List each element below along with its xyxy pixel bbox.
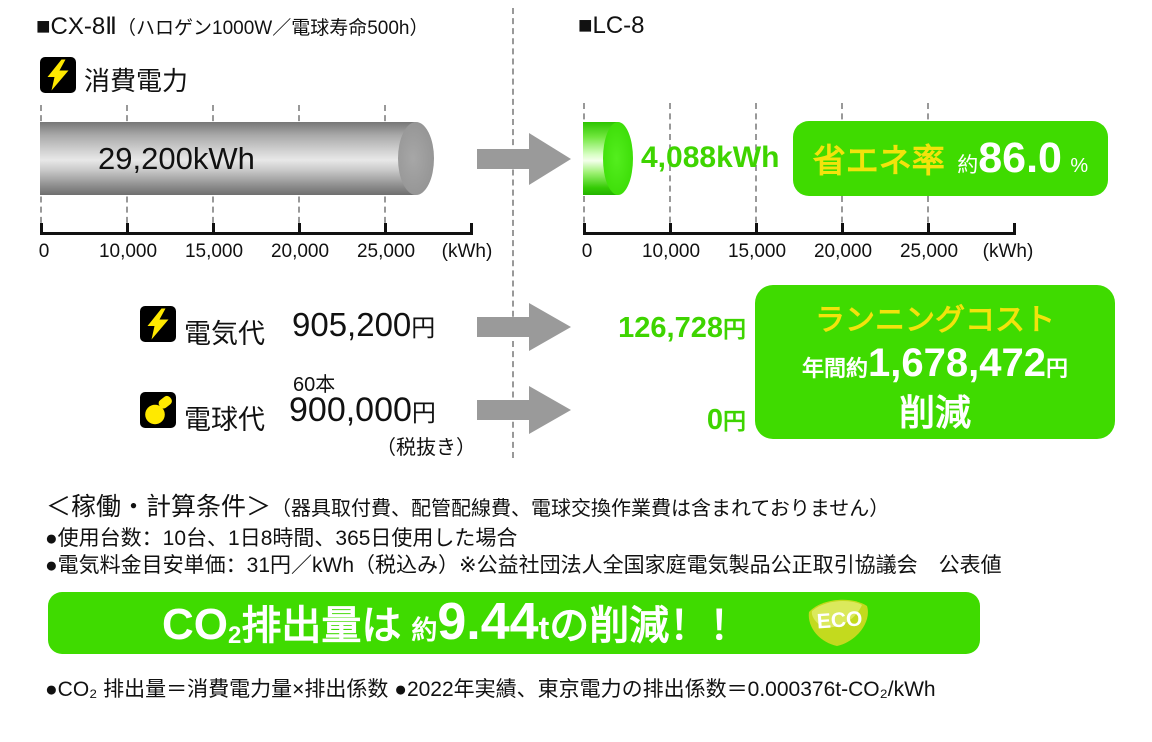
left-x-axis	[40, 232, 473, 235]
yen-unit: 円	[411, 400, 436, 427]
amount: 0	[706, 404, 723, 436]
led-consumption-value: 4,088kWh	[641, 141, 780, 174]
bar-body	[40, 122, 416, 195]
section-divider-dashed-line	[512, 8, 514, 458]
axis-tick-label: 0	[581, 241, 593, 262]
electricity-cost-after: 126,728円	[588, 310, 746, 345]
axis-unit-label: (kWh)	[982, 241, 1034, 262]
lightning-icon	[140, 306, 176, 342]
conditions-item-usage: ●使用台数：10台、1日8時間、365日使用した場合	[45, 527, 518, 550]
conditions-heading-line: ＜稼働・計算条件＞（器具取付費、配管配線費、電球交換作業費は含まれておりません）	[46, 487, 889, 523]
reduction-label: 削減	[898, 392, 971, 433]
saving-rate-label: 省エネ率	[812, 142, 945, 179]
running-cost-savings-box: ランニングコスト 年間約1,678,472円 削減	[755, 285, 1115, 439]
bar-end-cap	[398, 122, 434, 195]
bulb-cost-after: 0円	[588, 402, 746, 437]
halogen-consumption-value: 29,200kWh	[98, 141, 255, 176]
arrow-right-icon	[477, 301, 571, 358]
power-consumption-label: 消費電力	[84, 66, 189, 96]
right-product-header: ■LC-8	[578, 12, 645, 39]
conditions-item-rate: ●電気料金目安単価：31円／kWh（税込み）※公益社団法人全国家庭電気製品公正取…	[45, 554, 1002, 577]
yen-unit: 円	[723, 408, 746, 434]
yen-unit: 円	[411, 315, 436, 342]
halogen-consumption-bar: 29,200kWh	[40, 122, 440, 195]
tick	[669, 223, 672, 232]
left-product-header: ■CX-8Ⅱ（ハロゲン1000W／電球寿命500h）	[36, 12, 428, 41]
amount: 126,728	[618, 312, 723, 344]
tick	[298, 223, 301, 232]
bulb-cost-label: 電球代	[184, 405, 265, 435]
axis-tick-label: 0	[38, 241, 50, 262]
gridline	[755, 103, 757, 233]
tick	[40, 223, 43, 232]
conditions-heading-note: （器具取付費、配管配線費、電球交換作業費は含まれておりません）	[271, 498, 890, 520]
co2-banner-text: CO2排出量は 約9.44tの削減！！	[162, 592, 749, 654]
tick	[927, 223, 930, 232]
axis-tick-label: 20,000	[813, 241, 873, 262]
bulb-quantity: 60本	[293, 374, 336, 396]
axis-tick-label: 25,000	[356, 241, 416, 262]
gridline	[669, 103, 671, 233]
axis-tick-label: 20,000	[270, 241, 330, 262]
axis-tick-label: 15,000	[727, 241, 787, 262]
electricity-cost-label: 電気代	[184, 319, 265, 349]
saving-amount: 1,678,472	[868, 341, 1046, 385]
tick	[1013, 223, 1016, 232]
running-cost-title: ランニングコスト	[815, 304, 1055, 337]
tick	[583, 223, 586, 232]
eco-label: ECO	[816, 607, 863, 633]
tick	[384, 223, 387, 232]
percent-unit: %	[1070, 155, 1089, 177]
light-bulb-icon	[140, 392, 176, 428]
amount: 900,000	[289, 391, 412, 429]
annual-approx-prefix: 年間約	[802, 356, 869, 381]
bulb-cost-before: 900,000円	[289, 391, 436, 430]
co2-calculation-footnote: ●CO₂ 排出量＝消費電力量×排出係数 ●2022年実績、東京電力の排出係数＝0…	[45, 678, 936, 701]
energy-saving-rate-badge: 省エネ率 約86.0 %	[793, 121, 1108, 196]
co2-emission-text: 排出量は	[241, 604, 402, 648]
tick	[755, 223, 758, 232]
arrow-right-icon	[477, 130, 571, 193]
left-product-spec: （ハロゲン1000W／電球寿命500h）	[117, 18, 429, 39]
co2-subscript: 2	[228, 622, 242, 649]
left-product-name: ■CX-8Ⅱ	[36, 13, 117, 40]
right-x-axis	[583, 232, 1016, 235]
arrow-right-icon	[477, 384, 571, 441]
amount: 905,200	[292, 306, 412, 343]
axis-unit-label: (kWh)	[441, 241, 493, 262]
eco-leaf-icon: ECO	[806, 597, 872, 647]
electricity-cost-before: 905,200円	[292, 306, 435, 344]
led-consumption-bar	[583, 122, 643, 195]
co2-ton-unit: t	[538, 610, 550, 646]
co2-approx: 約	[411, 615, 438, 645]
tick	[126, 223, 129, 232]
tick	[470, 223, 473, 232]
axis-tick-label: 10,000	[98, 241, 158, 262]
co2-reduction-banner: CO2排出量は 約9.44tの削減！！ ECO	[48, 592, 980, 654]
approx-prefix: 約	[957, 154, 979, 177]
tax-excluded-note: （税抜き）	[376, 437, 476, 459]
axis-tick-label: 25,000	[899, 241, 959, 262]
co2-suffix: の削減！！	[549, 604, 750, 648]
tick	[841, 223, 844, 232]
axis-tick-label: 10,000	[641, 241, 701, 262]
axis-tick-label: 15,000	[184, 241, 244, 262]
yen-unit: 円	[723, 316, 746, 342]
co2-value: 9.44	[437, 593, 539, 651]
tick	[212, 223, 215, 232]
yen-unit: 円	[1045, 356, 1068, 381]
saving-rate-value: 86.0	[978, 134, 1062, 182]
bar-end-cap	[603, 122, 633, 195]
lightning-icon	[40, 57, 76, 93]
conditions-heading: ＜稼働・計算条件＞	[46, 493, 272, 521]
annual-saving-amount: 年間約1,678,472円	[755, 341, 1115, 386]
co2-co: CO	[162, 600, 228, 649]
